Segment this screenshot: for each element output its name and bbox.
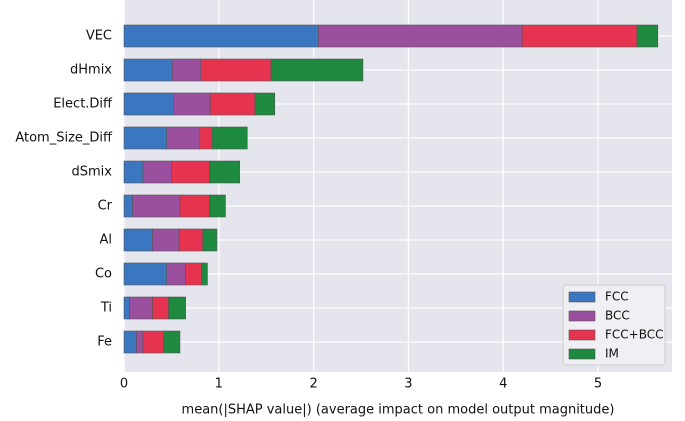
legend-label: IM — [605, 347, 619, 361]
legend-box — [562, 284, 666, 366]
bar-segment — [129, 296, 153, 320]
bar-segment — [209, 194, 226, 218]
legend-swatch — [568, 348, 596, 360]
bar-segment — [142, 330, 165, 354]
bar-segment — [123, 330, 137, 354]
bar-segment — [179, 194, 210, 218]
legend: FCC BCC FCC+BCC IM — [562, 284, 666, 366]
y-tick-label: dHmix — [70, 63, 112, 78]
y-tick-label: VEC — [86, 29, 112, 44]
bar-segment — [185, 262, 203, 286]
bar-segment — [152, 296, 169, 320]
bar-segment — [163, 330, 181, 354]
bar-segment — [123, 58, 173, 82]
bar-segment — [123, 92, 174, 116]
bar-segment — [209, 92, 256, 116]
bar-segment — [123, 262, 167, 286]
bar-segment — [270, 58, 364, 82]
legend-swatch — [568, 329, 596, 341]
bar-segment — [123, 296, 130, 320]
bars — [123, 24, 659, 354]
bar-segment — [168, 296, 186, 320]
y-tick-label: dSmix — [72, 165, 113, 180]
bar-segment — [521, 24, 638, 48]
x-tick-label: 3 — [404, 377, 412, 392]
legend-swatch — [568, 310, 596, 322]
legend-label: FCC+BCC — [605, 328, 664, 342]
x-tick-label: 0 — [120, 377, 128, 392]
x-tick-label: 5 — [594, 377, 602, 392]
x-axis-label: mean(|SHAP value|) (average impact on mo… — [182, 403, 615, 418]
x-tick-label: 2 — [309, 377, 317, 392]
bar-segment — [636, 24, 659, 48]
bar-segment — [173, 92, 211, 116]
bar-segment — [123, 160, 144, 184]
bar-segment — [123, 228, 153, 252]
bar-segment — [199, 126, 213, 150]
bar-segment — [178, 228, 203, 252]
bar-segment — [200, 58, 272, 82]
bar-segment — [136, 330, 144, 354]
y-tick-label: Al — [99, 233, 112, 248]
bar-segment — [171, 160, 210, 184]
bar-segment — [123, 24, 319, 48]
y-tick-label: Ti — [100, 301, 112, 316]
bar-segment — [132, 194, 181, 218]
bar-segment — [211, 126, 248, 150]
bar-segment — [209, 160, 240, 184]
bar-segment — [123, 194, 133, 218]
legend-swatch — [568, 291, 596, 303]
bar-segment — [166, 126, 201, 150]
bar-segment — [152, 228, 180, 252]
bar-segment — [254, 92, 276, 116]
x-tick-label: 1 — [215, 377, 223, 392]
bar-segment — [172, 58, 202, 82]
y-tick-label: Fe — [97, 335, 112, 350]
bar-segment — [202, 228, 218, 252]
x-tick-label: 4 — [499, 377, 507, 392]
y-tick-label: Co — [95, 267, 112, 282]
legend-label: FCC — [605, 290, 629, 304]
y-tick-label: Elect.Diff — [53, 97, 113, 112]
bar-segment — [123, 126, 167, 150]
y-tick-label: Atom_Size_Diff — [15, 131, 113, 146]
legend-label: BCC — [605, 309, 630, 323]
bar-segment — [318, 24, 523, 48]
bar-segment — [142, 160, 172, 184]
bar-segment — [201, 262, 208, 286]
bar-segment — [166, 262, 186, 286]
y-tick-label: Cr — [98, 199, 113, 214]
